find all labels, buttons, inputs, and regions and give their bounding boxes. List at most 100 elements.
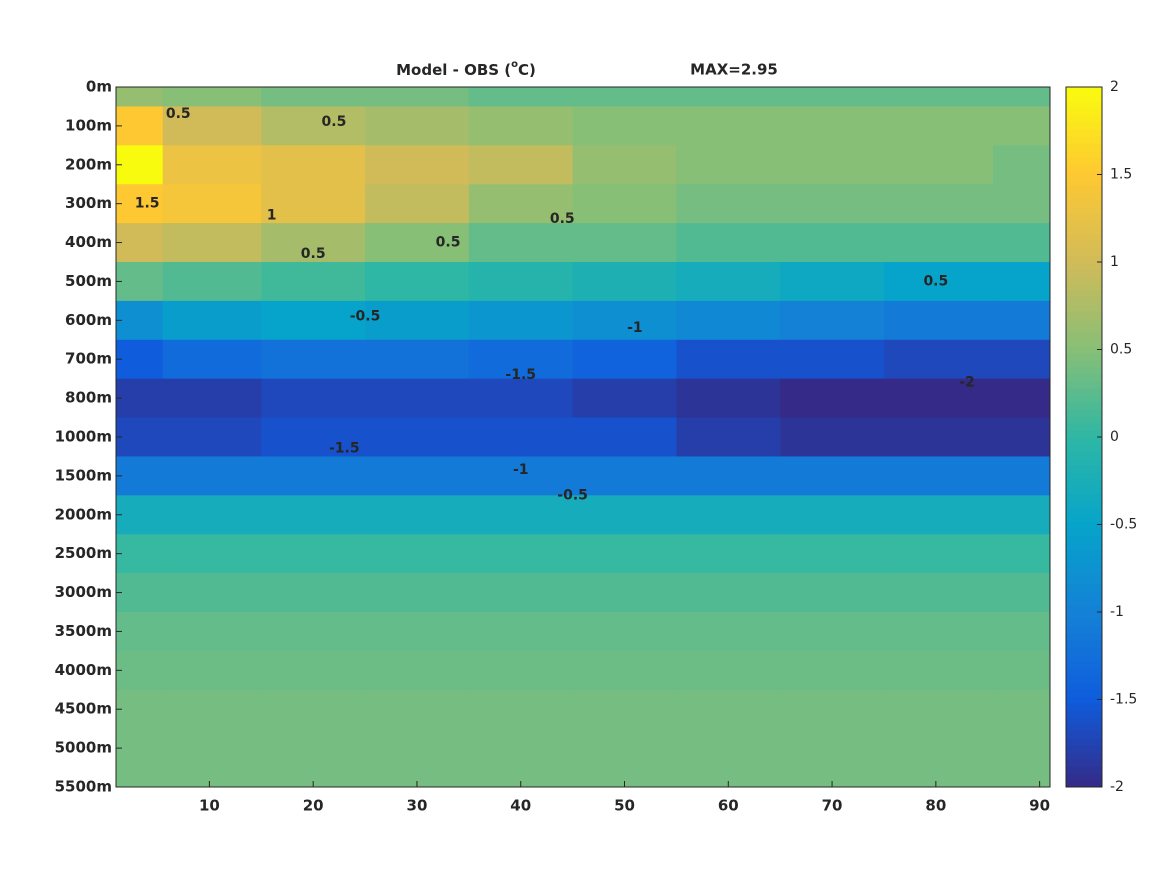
cell <box>992 300 1051 341</box>
cell <box>261 650 366 691</box>
cell <box>780 87 885 107</box>
colorbar-tick-label: 0.5 <box>1110 342 1132 358</box>
colorbar-strip <box>1066 472 1102 480</box>
cell <box>676 456 781 496</box>
colorbar-strip <box>1066 430 1102 438</box>
cell <box>992 573 1051 613</box>
colorbar-strip <box>1066 227 1102 235</box>
cell <box>365 223 470 263</box>
colorbar-strip <box>1066 570 1102 578</box>
cell <box>992 534 1051 574</box>
cell <box>162 573 262 613</box>
cell <box>676 650 781 691</box>
colorbar-strip <box>1066 633 1102 641</box>
colorbar-strip <box>1066 367 1102 375</box>
colorbar-strip <box>1066 640 1102 648</box>
colorbar-strip <box>1066 542 1102 550</box>
y-tick-label: 1000m <box>55 428 112 446</box>
colorbar-strip <box>1066 276 1102 284</box>
cell <box>572 612 677 652</box>
cell <box>780 573 885 613</box>
cell <box>883 689 994 730</box>
cell <box>572 378 677 419</box>
cell <box>883 106 994 146</box>
colorbar-strip <box>1066 549 1102 557</box>
cell <box>572 106 677 146</box>
colorbar-strip <box>1066 766 1102 774</box>
cell <box>572 767 677 788</box>
colorbar-strip <box>1066 752 1102 760</box>
colorbar-strip <box>1066 395 1102 403</box>
cell <box>365 262 470 302</box>
cell <box>468 87 574 107</box>
cell <box>162 87 262 107</box>
cell <box>365 145 470 185</box>
cell <box>883 650 994 691</box>
cell <box>261 106 366 146</box>
cell <box>468 495 574 535</box>
cell <box>992 417 1051 457</box>
cell <box>468 728 574 769</box>
cell <box>261 573 366 613</box>
colorbar-tick-label: 1 <box>1110 254 1119 270</box>
colorbar-strip <box>1066 171 1102 179</box>
cell <box>780 417 885 457</box>
title-superscript: o <box>511 59 518 70</box>
cell <box>162 650 262 691</box>
colorbar-strip <box>1066 297 1102 305</box>
cell <box>572 495 677 535</box>
cell <box>116 612 164 652</box>
colorbar-strip <box>1066 115 1102 123</box>
colorbar-strip <box>1066 647 1102 655</box>
colorbar-strip <box>1066 444 1102 452</box>
cell <box>162 534 262 574</box>
cell <box>676 184 781 224</box>
cell <box>992 339 1051 380</box>
colorbar-strip <box>1066 423 1102 431</box>
cell <box>162 378 262 419</box>
cell <box>261 378 366 419</box>
cell <box>468 456 574 496</box>
x-tick-label: 60 <box>718 797 739 815</box>
cell <box>365 417 470 457</box>
colorbar-strip <box>1066 514 1102 522</box>
cell <box>116 495 164 535</box>
contour-label: 0.5 <box>550 211 575 227</box>
cell <box>992 106 1051 146</box>
cell <box>116 87 164 107</box>
cell <box>992 612 1051 652</box>
y-tick-label: 400m <box>65 233 112 251</box>
cell <box>162 145 262 185</box>
colorbar-strip <box>1066 731 1102 739</box>
colorbar-strip <box>1066 465 1102 473</box>
colorbar-strip <box>1066 486 1102 494</box>
colorbar-strip <box>1066 374 1102 382</box>
cell <box>572 145 677 185</box>
colorbar-strip <box>1066 101 1102 109</box>
colorbar-strip <box>1066 199 1102 207</box>
cell <box>261 145 366 185</box>
x-tick-label: 90 <box>1029 797 1050 815</box>
x-tick-label: 50 <box>614 797 635 815</box>
cell <box>365 534 470 574</box>
cell <box>780 223 885 263</box>
colorbar-strip <box>1066 402 1102 410</box>
contour-label: 0.5 <box>923 273 948 289</box>
cell <box>780 456 885 496</box>
cell <box>365 378 470 419</box>
colorbar-tick-label: 2 <box>1110 79 1119 95</box>
cell <box>468 184 574 224</box>
cell <box>261 184 366 224</box>
colorbar-strip <box>1066 780 1102 788</box>
x-tick-label: 40 <box>510 797 531 815</box>
colorbar-strip <box>1066 703 1102 711</box>
cell <box>992 689 1051 730</box>
cell <box>261 339 366 380</box>
x-tick-label: 70 <box>822 797 843 815</box>
cell <box>676 689 781 730</box>
contour-label: 0.5 <box>301 246 326 262</box>
contour-label: -1 <box>627 320 643 336</box>
y-tick-label: 2500m <box>55 544 112 562</box>
cell <box>992 728 1051 769</box>
y-tick-label: 3000m <box>55 583 112 601</box>
